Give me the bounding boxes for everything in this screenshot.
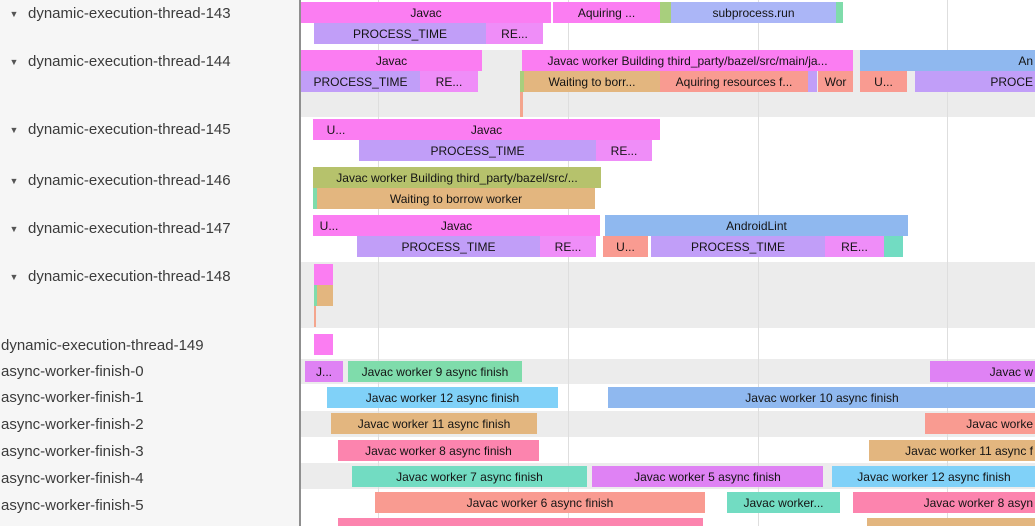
slice-bar[interactable]: Javac worker 8 asyn (853, 492, 1035, 513)
slice-bar[interactable]: Javac worke (925, 413, 1035, 434)
slice-bar-small[interactable] (884, 236, 903, 257)
slice-bar[interactable]: RE... (486, 23, 543, 44)
track-label-text: async-worker-finish-3 (1, 443, 144, 460)
track-label-dynamic-execution-thread-147[interactable]: ▼ dynamic-execution-thread-147 (0, 219, 231, 239)
slice-bar[interactable]: Javac worker 6 async finish (375, 492, 705, 513)
slice-bar[interactable]: Waiting to borrow worker (317, 188, 595, 209)
slice-bar-small[interactable] (808, 71, 817, 92)
slice-bar[interactable]: Waiting to borr... (524, 71, 660, 92)
track-label-dynamic-execution-thread-144[interactable]: ▼ dynamic-execution-thread-144 (0, 52, 231, 72)
slice-bar[interactable]: An (860, 50, 1035, 71)
collapse-arrow-icon[interactable]: ▼ (9, 272, 19, 282)
slice-bar[interactable]: Javac worker 12 async finish (832, 466, 1035, 487)
slice-bar[interactable]: Javac worker 11 async f (869, 440, 1035, 461)
slice-bar-small[interactable] (836, 2, 843, 23)
slice-bar[interactable]: subprocess.run (671, 2, 836, 23)
time-gridline (947, 0, 948, 526)
slice-bar-small[interactable] (520, 71, 524, 92)
slice-bar-small[interactable] (314, 306, 316, 327)
slice-bar[interactable]: AndroidLint (605, 215, 908, 236)
sidebar-divider (299, 0, 301, 526)
slice-bar[interactable]: RE... (825, 236, 884, 257)
slice-bar[interactable]: U... (313, 215, 345, 236)
slice-bar[interactable]: Javac worker 10 async finish (608, 387, 1035, 408)
slice-bar-small[interactable] (660, 2, 671, 23)
track-label-text: async-worker-finish-0 (1, 363, 144, 380)
track-label-text: async-worker-finish-1 (1, 389, 144, 406)
track-label-dynamic-execution-thread-148[interactable]: ▼ dynamic-execution-thread-148 (0, 267, 231, 287)
slice-bar[interactable]: Wor (818, 71, 853, 92)
track-label-dynamic-execution-thread-149[interactable]: dynamic-execution-thread-149 (0, 336, 204, 356)
collapse-arrow-icon[interactable]: ▼ (9, 176, 19, 186)
timeline-canvas[interactable]: Javac Aquiring ... subprocess.run PROCESS_T… (301, 0, 1035, 526)
slice-bar[interactable]: PROCESS_TIME (314, 23, 486, 44)
collapse-arrow-icon[interactable]: ▼ (9, 9, 19, 19)
slice-bar[interactable]: PROCESS_TIME (359, 140, 596, 161)
slice-bar[interactable]: RE... (420, 71, 478, 92)
slice-bar-small[interactable] (313, 188, 317, 209)
slice-bar-small[interactable] (314, 334, 333, 355)
slice-bar[interactable]: Aquiring resources f... (660, 71, 808, 92)
slice-bar[interactable]: Javac worker Building third_party/bazel/… (522, 50, 853, 71)
slice-bar[interactable]: Javac worker 5 async finish (592, 466, 823, 487)
slice-bar[interactable]: Javac (313, 215, 600, 236)
slice-bar[interactable]: Javac worker 11 async finish (331, 413, 537, 434)
track-label-text: dynamic-execution-thread-149 (1, 337, 204, 354)
slice-bar[interactable]: Javac worker 12 async finish (327, 387, 558, 408)
track-label-async-worker-finish-2[interactable]: async-worker-finish-2 (0, 415, 144, 435)
slice-bar[interactable]: Javac worker 9 async finish (348, 361, 522, 382)
track-label-text: dynamic-execution-thread-143 (28, 5, 231, 22)
slice-bar[interactable]: RE... (540, 236, 596, 257)
slice-bar[interactable]: PROCESS_TIME (301, 71, 420, 92)
track-label-text: dynamic-execution-thread-147 (28, 220, 231, 237)
track-label-async-worker-finish-3[interactable]: async-worker-finish-3 (0, 442, 144, 462)
track-label-dynamic-execution-thread-143[interactable]: ▼ dynamic-execution-thread-143 (0, 4, 231, 24)
slice-bar[interactable]: U... (313, 119, 359, 140)
track-label-text: dynamic-execution-thread-144 (28, 53, 231, 70)
collapse-arrow-icon[interactable]: ▼ (9, 224, 19, 234)
slice-bar-small[interactable] (520, 92, 523, 117)
track-label-text: async-worker-finish-4 (1, 470, 144, 487)
slice-bar-small[interactable] (314, 285, 317, 306)
slice-bar[interactable]: Javac (301, 2, 551, 23)
slice-bar[interactable]: Javac w (930, 361, 1035, 382)
slice-bar-small[interactable] (314, 264, 333, 285)
track-label-text: dynamic-execution-thread-146 (28, 172, 231, 189)
slice-bar-small[interactable] (317, 285, 333, 306)
track-label-text: dynamic-execution-thread-145 (28, 121, 231, 138)
track-label-text: dynamic-execution-thread-148 (28, 268, 231, 285)
slice-bar[interactable]: Javac worker 7 async finish (352, 466, 587, 487)
slice-bar[interactable]: RE... (596, 140, 652, 161)
track-label-text: async-worker-finish-5 (1, 497, 144, 514)
slice-bar[interactable]: Javac worker Building third_party/bazel/… (313, 167, 601, 188)
collapse-arrow-icon[interactable]: ▼ (9, 125, 19, 135)
track-label-async-worker-finish-1[interactable]: async-worker-finish-1 (0, 388, 144, 408)
slice-bar-small[interactable] (867, 518, 1035, 526)
slice-bar[interactable]: PROCE (915, 71, 1035, 92)
track-background-block (301, 262, 1035, 328)
slice-bar[interactable]: Javac worker... (727, 492, 840, 513)
track-label-dynamic-execution-thread-145[interactable]: ▼ dynamic-execution-thread-145 (0, 120, 231, 140)
slice-bar[interactable]: Javac (301, 50, 482, 71)
collapse-arrow-icon[interactable]: ▼ (9, 57, 19, 67)
slice-bar[interactable]: Javac worker 8 async finish (338, 440, 539, 461)
slice-bar[interactable]: PROCESS_TIME (357, 236, 540, 257)
slice-bar[interactable]: J... (305, 361, 343, 382)
slice-bar-small[interactable] (338, 518, 703, 526)
track-label-dynamic-execution-thread-146[interactable]: ▼ dynamic-execution-thread-146 (0, 171, 231, 191)
time-gridline (758, 0, 759, 526)
track-label-async-worker-finish-5[interactable]: async-worker-finish-5 (0, 496, 144, 516)
track-name-sidebar: ▼ dynamic-execution-thread-143 ▼ dynamic-ex… (0, 0, 299, 526)
slice-bar[interactable]: Javac (313, 119, 660, 140)
slice-bar[interactable]: PROCESS_TIME (651, 236, 825, 257)
slice-bar[interactable]: U... (860, 71, 907, 92)
slice-bar[interactable]: Aquiring ... (553, 2, 660, 23)
track-label-text: async-worker-finish-2 (1, 416, 144, 433)
time-gridline (568, 0, 569, 526)
track-label-async-worker-finish-4[interactable]: async-worker-finish-4 (0, 469, 144, 489)
track-label-async-worker-finish-0[interactable]: async-worker-finish-0 (0, 362, 144, 382)
time-gridline (378, 0, 379, 526)
slice-bar[interactable]: U... (603, 236, 648, 257)
